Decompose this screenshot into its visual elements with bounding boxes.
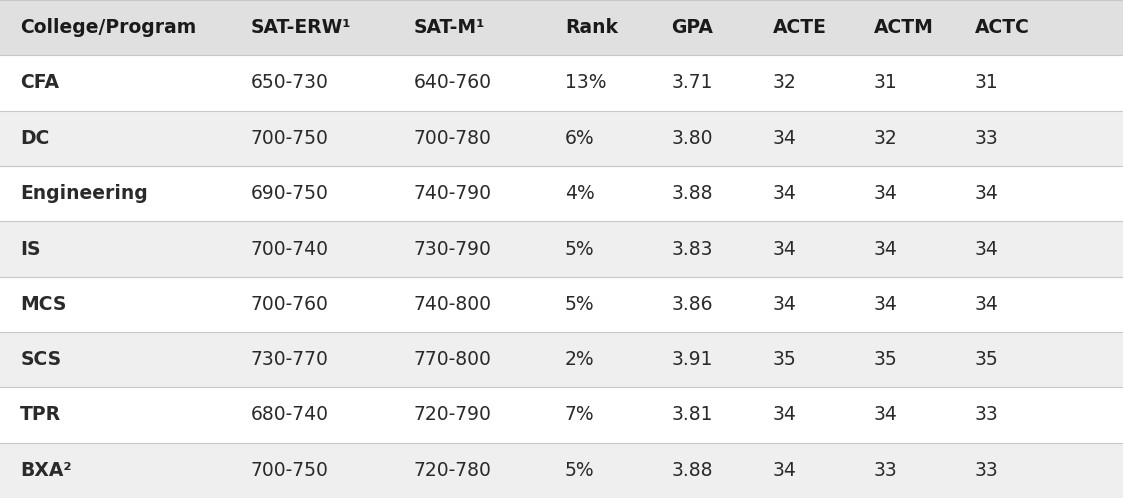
- Text: 700-740: 700-740: [250, 240, 328, 258]
- Text: 690-750: 690-750: [250, 184, 328, 203]
- Text: 3.88: 3.88: [672, 184, 713, 203]
- Text: 34: 34: [773, 129, 796, 148]
- Text: BXA²: BXA²: [20, 461, 72, 480]
- Text: 33: 33: [975, 405, 998, 424]
- Text: 31: 31: [975, 74, 998, 93]
- Text: 34: 34: [975, 184, 998, 203]
- Text: 34: 34: [975, 240, 998, 258]
- Text: 32: 32: [773, 74, 796, 93]
- Text: MCS: MCS: [20, 295, 66, 314]
- Text: 34: 34: [874, 240, 897, 258]
- Bar: [0, 277, 1123, 332]
- Text: 3.91: 3.91: [672, 350, 713, 369]
- Bar: [0, 443, 1123, 498]
- Text: 3.71: 3.71: [672, 74, 713, 93]
- Text: 34: 34: [874, 295, 897, 314]
- Text: 13%: 13%: [565, 74, 606, 93]
- Text: 5%: 5%: [565, 240, 594, 258]
- Text: 3.88: 3.88: [672, 461, 713, 480]
- Text: 33: 33: [975, 461, 998, 480]
- Text: 5%: 5%: [565, 295, 594, 314]
- Text: IS: IS: [20, 240, 40, 258]
- Text: 32: 32: [874, 129, 897, 148]
- Bar: [0, 332, 1123, 387]
- Bar: [0, 0, 1123, 55]
- Text: CFA: CFA: [20, 74, 60, 93]
- Text: 2%: 2%: [565, 350, 594, 369]
- Text: 34: 34: [874, 184, 897, 203]
- Text: 34: 34: [773, 184, 796, 203]
- Text: 35: 35: [773, 350, 796, 369]
- Text: 34: 34: [975, 295, 998, 314]
- Text: 33: 33: [874, 461, 897, 480]
- Text: SAT-ERW¹: SAT-ERW¹: [250, 18, 350, 37]
- Bar: [0, 221, 1123, 277]
- Text: Rank: Rank: [565, 18, 618, 37]
- Bar: [0, 111, 1123, 166]
- Text: 34: 34: [773, 240, 796, 258]
- Text: 700-780: 700-780: [413, 129, 491, 148]
- Text: 31: 31: [874, 74, 897, 93]
- Text: DC: DC: [20, 129, 49, 148]
- Text: SCS: SCS: [20, 350, 62, 369]
- Text: 3.80: 3.80: [672, 129, 713, 148]
- Text: 700-760: 700-760: [250, 295, 328, 314]
- Text: SAT-M¹: SAT-M¹: [413, 18, 485, 37]
- Text: 740-800: 740-800: [413, 295, 491, 314]
- Text: 7%: 7%: [565, 405, 594, 424]
- Text: 3.81: 3.81: [672, 405, 713, 424]
- Text: 700-750: 700-750: [250, 461, 328, 480]
- Text: 4%: 4%: [565, 184, 594, 203]
- Text: 3.83: 3.83: [672, 240, 713, 258]
- Text: ACTM: ACTM: [874, 18, 933, 37]
- Bar: [0, 166, 1123, 221]
- Text: 6%: 6%: [565, 129, 594, 148]
- Text: GPA: GPA: [672, 18, 713, 37]
- Text: TPR: TPR: [20, 405, 62, 424]
- Text: 34: 34: [773, 461, 796, 480]
- Text: 33: 33: [975, 129, 998, 148]
- Text: 700-750: 700-750: [250, 129, 328, 148]
- Text: ACTE: ACTE: [773, 18, 827, 37]
- Text: 650-730: 650-730: [250, 74, 328, 93]
- Text: Engineering: Engineering: [20, 184, 148, 203]
- Text: 720-780: 720-780: [413, 461, 491, 480]
- Bar: [0, 387, 1123, 443]
- Text: 720-790: 720-790: [413, 405, 491, 424]
- Text: 35: 35: [874, 350, 897, 369]
- Text: 35: 35: [975, 350, 998, 369]
- Text: 5%: 5%: [565, 461, 594, 480]
- Text: College/Program: College/Program: [20, 18, 197, 37]
- Text: 730-790: 730-790: [413, 240, 491, 258]
- Text: 34: 34: [773, 295, 796, 314]
- Text: 34: 34: [773, 405, 796, 424]
- Text: 680-740: 680-740: [250, 405, 328, 424]
- Text: 3.86: 3.86: [672, 295, 713, 314]
- Bar: [0, 55, 1123, 111]
- Text: 770-800: 770-800: [413, 350, 491, 369]
- Text: 34: 34: [874, 405, 897, 424]
- Text: 740-790: 740-790: [413, 184, 491, 203]
- Text: ACTC: ACTC: [975, 18, 1030, 37]
- Text: 640-760: 640-760: [413, 74, 491, 93]
- Text: 730-770: 730-770: [250, 350, 328, 369]
